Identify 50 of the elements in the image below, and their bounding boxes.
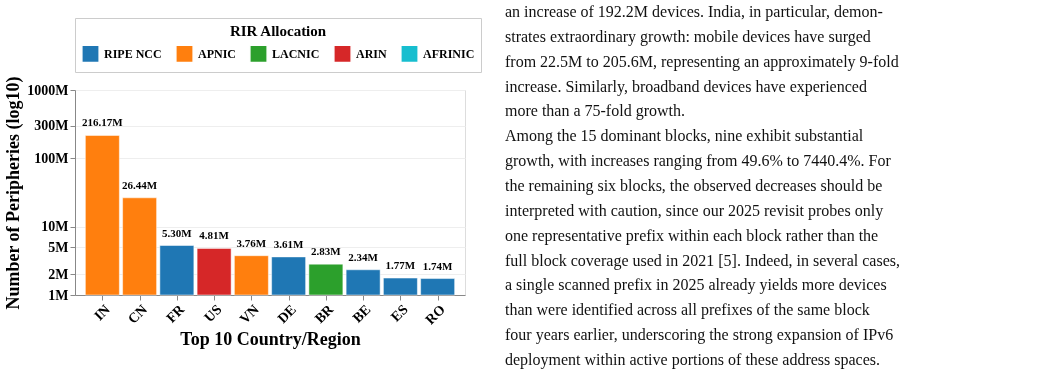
y-tick-label: 2M: [48, 266, 69, 282]
x-tick-label: DE: [274, 301, 300, 327]
text: deployment within active portions of these address spaces.: [505, 351, 881, 369]
legend-title: RIR Allocation: [229, 23, 327, 39]
text: 2.34M: [348, 250, 378, 263]
x-tick-label: RO: [422, 301, 449, 328]
legend-label: LACNIC: [272, 46, 320, 61]
x-tick-label: ES: [388, 301, 411, 325]
x-tick-label: CN: [125, 301, 151, 327]
text: one representative prefix within each block rather than the: [505, 226, 879, 245]
text: than were identified across all prefixes of the same block: [505, 301, 870, 320]
legend-label: APNIC: [198, 46, 236, 61]
text: 26.44M: [122, 178, 158, 191]
text: 4.81M: [199, 229, 229, 242]
x-tick-label: BE: [349, 301, 374, 326]
text: four years earlier, underscoring the strong expansion of IPv6: [505, 326, 894, 345]
text: Among the 15 dominant blocks, nine exhibit substantial: [505, 127, 864, 146]
text: interpreted with caution, since our 2025 revisit probes only: [505, 201, 884, 220]
text: from 22.5M to 205.6M, representing an approximately 9-fold: [505, 52, 899, 71]
text: full block coverage used in 2021 [5]. Indeed, in several cases,: [505, 251, 900, 270]
text: strates extraordinary growth: mobile devices have surged: [505, 27, 871, 46]
y-tick-label: 5M: [48, 239, 69, 255]
legend-label: AFRINIC: [423, 46, 475, 61]
text: 1.77M: [385, 259, 416, 272]
y-tick-label: 100M: [34, 150, 69, 166]
x-axis-title: Top 10 Country/Region: [180, 329, 361, 350]
text: 216.17M: [82, 116, 123, 129]
x-tick-label: VN: [236, 301, 262, 327]
text: more than a 75-fold growth.: [505, 102, 685, 121]
text: the remaining six blocks, the observed decreases should be: [505, 177, 883, 195]
x-tick-label: FR: [163, 301, 188, 326]
y-tick-label: 1000M: [27, 82, 69, 98]
x-tick-label: IN: [91, 301, 113, 324]
y-axis-title: Number of Peripheries (log10): [3, 76, 25, 310]
legend-label: ARIN: [356, 46, 387, 61]
text: 2.83M: [311, 245, 341, 258]
y-tick-label: 300M: [34, 118, 69, 134]
text: a single scanned prefix in 2025 already yields more devices: [505, 276, 887, 295]
text: increase. Similarly, broadband devices have experienced: [505, 77, 867, 96]
y-tick-label: 1M: [48, 287, 69, 303]
x-tick-label: BR: [311, 301, 337, 327]
text: 3.76M: [236, 236, 267, 249]
text: an increase of 192.2M devices. India, in particular, demon-: [505, 3, 883, 21]
text: 1.74M: [422, 259, 453, 272]
y-tick-label: 10M: [41, 219, 69, 235]
text: 5.30M: [162, 226, 192, 239]
text: growth, with increases ranging from 49.6% to 7440.4%. For: [505, 152, 892, 171]
legend-label: RIPE NCC: [104, 46, 162, 61]
text: 3.61M: [273, 237, 304, 250]
x-tick-label: US: [201, 301, 225, 326]
